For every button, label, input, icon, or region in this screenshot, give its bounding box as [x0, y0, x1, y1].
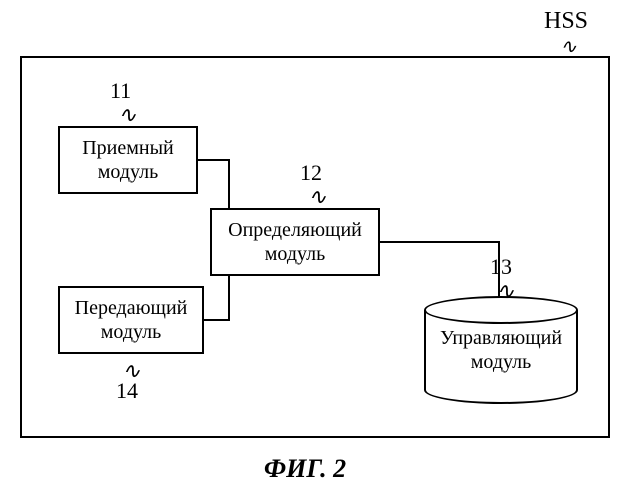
node-receiver-text: Приемныймодуль — [82, 136, 174, 184]
node-controller: Управляющиймодуль — [424, 296, 578, 404]
edge-n12-n13-h — [380, 241, 500, 243]
node-receiver-label-text: 11 — [110, 78, 131, 103]
edge-n14-n12-h — [204, 319, 230, 321]
node-determiner-text: Определяющиймодуль — [228, 218, 362, 266]
edge-n11-n12-h — [198, 159, 230, 161]
node-determiner-label-text: 12 — [300, 160, 322, 185]
node-transmitter: Передающиймодуль — [58, 286, 204, 354]
node-receiver-label: 11 — [110, 78, 131, 104]
node-determiner-tick: ∿ — [308, 184, 326, 210]
hss-label: HSS — [544, 8, 588, 35]
node-receiver-tick: ∿ — [118, 102, 136, 128]
node-receiver: Приемныймодуль — [58, 126, 198, 194]
edge-n14-n12-v — [228, 275, 230, 321]
hss-label-text: HSS — [544, 8, 588, 34]
figure-caption: ФИГ. 2 — [264, 454, 346, 484]
edge-n11-n12-v — [228, 159, 230, 210]
node-controller-bottom-mask — [426, 376, 576, 390]
node-controller-label: 13 — [490, 254, 512, 280]
node-determiner-label: 12 — [300, 160, 322, 186]
figure-caption-text: ФИГ. 2 — [264, 454, 346, 483]
node-transmitter-text: Передающиймодуль — [75, 296, 188, 344]
node-determiner: Определяющиймодуль — [210, 208, 380, 276]
node-transmitter-tick: ∿ — [122, 358, 140, 384]
node-controller-label-text: 13 — [490, 254, 512, 279]
node-controller-top-ellipse — [424, 296, 578, 324]
node-controller-text: Управляющиймодуль — [440, 326, 562, 374]
